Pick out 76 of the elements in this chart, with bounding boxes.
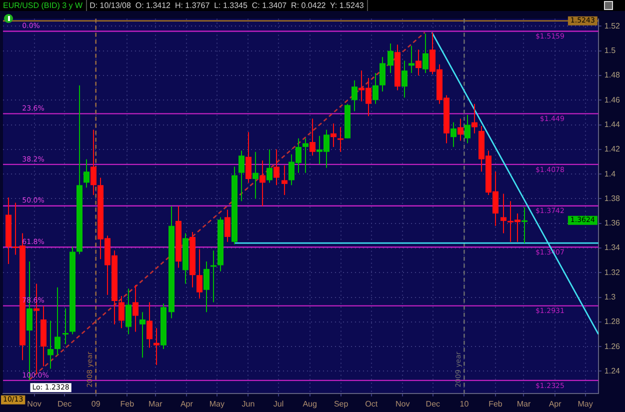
candlestick	[338, 126, 344, 152]
x-tick-label: 09	[91, 399, 101, 408]
candlestick	[132, 284, 138, 332]
x-tick-label: Apr	[180, 399, 194, 408]
candlestick	[140, 312, 146, 358]
x-tick-label: Aug	[302, 399, 317, 408]
candlestick	[118, 296, 124, 329]
candlestick	[54, 286, 60, 356]
candlestick	[464, 114, 470, 144]
x-tick-label: Dec	[426, 399, 440, 408]
x-tick-label: Jun	[242, 399, 255, 408]
candlestick	[238, 150, 244, 202]
candlestick	[274, 148, 280, 186]
candlestick	[210, 250, 216, 303]
y-tick-label: 1.4	[604, 169, 616, 178]
x-tick-label: Feb	[488, 399, 503, 408]
candlestick	[416, 49, 422, 76]
candlestick	[330, 123, 336, 148]
candlestick	[310, 118, 316, 156]
y-tick-label: 1.42	[604, 144, 621, 154]
candlestick	[450, 122, 456, 148]
x-tick-label: Oct	[365, 399, 378, 408]
chart-subtitle: D: 10/13/08 O: 1.3412 H: 1.3767 L: 1.3345 C: 1.3407 R: 0.0422 Y: 1.5243	[86, 0, 368, 11]
x-tick-label: May	[209, 399, 225, 408]
y-tick-label: 1.52	[604, 21, 621, 30]
y-tick-label: 1.24	[604, 366, 621, 376]
y-tick-label: 1.28	[604, 317, 621, 326]
candlestick	[388, 42, 394, 74]
candlestick	[84, 158, 90, 188]
y-tick-label: 1.44	[604, 120, 621, 129]
candlestick	[302, 138, 308, 174]
x-tick-label: Nov	[27, 399, 42, 408]
y-tick-label: 1.38	[604, 194, 621, 203]
candlestick	[260, 160, 266, 207]
y-tick-label: 1.26	[604, 342, 621, 351]
candlestick	[204, 261, 210, 313]
y-tick-label: 1.5	[604, 46, 616, 56]
candlestick	[458, 118, 464, 142]
x-tick-label: Feb	[120, 399, 135, 408]
candlestick	[522, 206, 528, 244]
candlestick	[224, 209, 230, 242]
candlestick	[282, 164, 288, 196]
candlestick	[422, 33, 428, 74]
x-tick-label: Dec	[57, 399, 72, 408]
candlestick	[266, 148, 272, 184]
y-tick-label: 1.32	[604, 268, 621, 277]
candlestick	[126, 288, 132, 335]
chart-title: EUR/USD (BID) 3 y W	[0, 0, 87, 11]
candlestick	[372, 72, 378, 104]
candlestick	[246, 132, 252, 184]
y-tick-label: 1.34	[604, 243, 621, 252]
candlestick	[402, 60, 408, 98]
candlestick	[472, 103, 478, 134]
y-tick-label: 1.46	[604, 95, 621, 104]
y-tick-label: 1.36	[604, 218, 621, 228]
x-tick-label: Sep	[334, 399, 349, 408]
x-tick-label: Nov	[396, 399, 410, 408]
candlestick	[48, 320, 54, 370]
candlestick	[500, 193, 506, 234]
candlestick	[62, 308, 68, 345]
y-tick-label: 1.3	[604, 292, 616, 302]
x-tick-label: Apr	[548, 399, 562, 408]
candlestick	[154, 328, 160, 366]
candlestick	[380, 56, 386, 92]
candlestick	[352, 80, 358, 112]
y-tick-label: 1.48	[604, 70, 621, 80]
x-tick-label: 10	[460, 399, 470, 408]
x-tick-label: Jul	[273, 399, 284, 408]
x-tick-label: May	[578, 399, 593, 408]
candlestick	[196, 248, 202, 300]
candlestick	[146, 302, 152, 348]
x-tick-label: Mar	[516, 399, 531, 408]
candlestick	[408, 45, 414, 74]
candlestick	[90, 129, 96, 196]
x-tick-label: Mar	[148, 399, 163, 408]
candlestick	[252, 151, 258, 200]
